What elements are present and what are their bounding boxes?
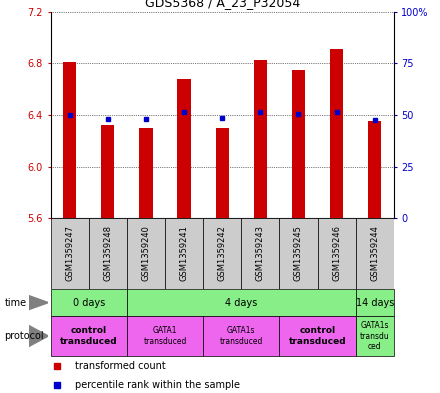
Text: 0 days: 0 days xyxy=(73,298,105,308)
Text: 14 days: 14 days xyxy=(356,298,394,308)
Text: GSM1359243: GSM1359243 xyxy=(256,226,265,281)
Text: GATA1
transduced: GATA1 transduced xyxy=(143,326,187,346)
Bar xyxy=(216,128,229,218)
Bar xyxy=(241,218,279,289)
Bar xyxy=(127,289,356,316)
Bar xyxy=(253,59,267,218)
Bar xyxy=(356,289,394,316)
Text: GSM1359240: GSM1359240 xyxy=(141,226,150,281)
Text: GSM1359248: GSM1359248 xyxy=(103,226,112,281)
Bar xyxy=(368,121,381,218)
Bar xyxy=(89,218,127,289)
Text: protocol: protocol xyxy=(4,331,44,341)
Bar xyxy=(203,316,279,356)
Bar xyxy=(139,128,153,218)
Bar xyxy=(101,125,114,218)
Text: 4 days: 4 days xyxy=(225,298,257,308)
Text: GSM1359241: GSM1359241 xyxy=(180,226,189,281)
Bar xyxy=(356,218,394,289)
Polygon shape xyxy=(29,325,48,347)
Text: GSM1359247: GSM1359247 xyxy=(65,226,74,281)
Text: percentile rank within the sample: percentile rank within the sample xyxy=(75,380,240,390)
Bar xyxy=(279,218,318,289)
Bar xyxy=(51,289,127,316)
Bar xyxy=(127,316,203,356)
Text: GSM1359246: GSM1359246 xyxy=(332,226,341,281)
Text: control
transduced: control transduced xyxy=(60,326,117,346)
Bar xyxy=(51,218,89,289)
Text: control
transduced: control transduced xyxy=(289,326,346,346)
Text: GATA1s
transdu
ced: GATA1s transdu ced xyxy=(360,321,389,351)
Bar xyxy=(279,316,356,356)
Bar xyxy=(330,49,343,218)
Text: GATA1s
transduced: GATA1s transduced xyxy=(220,326,263,346)
Text: GSM1359242: GSM1359242 xyxy=(218,226,227,281)
Polygon shape xyxy=(29,296,48,310)
Bar xyxy=(177,79,191,218)
Text: time: time xyxy=(4,298,26,308)
Text: transformed count: transformed count xyxy=(75,361,165,371)
Bar xyxy=(318,218,356,289)
Bar xyxy=(63,62,77,218)
Text: GSM1359244: GSM1359244 xyxy=(370,226,379,281)
Bar xyxy=(292,70,305,218)
Text: GSM1359245: GSM1359245 xyxy=(294,226,303,281)
Bar xyxy=(127,218,165,289)
Bar xyxy=(51,316,127,356)
Bar xyxy=(165,218,203,289)
Bar xyxy=(356,316,394,356)
Bar xyxy=(203,218,241,289)
Title: GDS5368 / A_23_P32054: GDS5368 / A_23_P32054 xyxy=(145,0,300,9)
